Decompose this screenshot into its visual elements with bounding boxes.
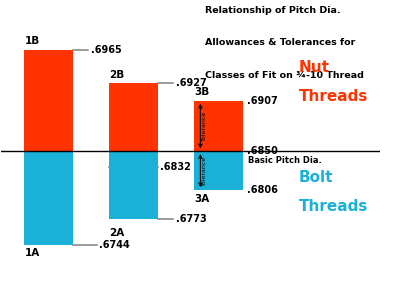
Text: Tolerance: Tolerance <box>202 156 207 186</box>
Text: .6907: .6907 <box>247 96 278 106</box>
Text: 3A: 3A <box>195 193 210 204</box>
Bar <box>23 50 73 151</box>
Text: Nut: Nut <box>299 60 330 75</box>
Text: 1B: 1B <box>24 36 39 46</box>
Text: .6927: .6927 <box>176 78 207 88</box>
Text: Relationship of Pitch Dia.: Relationship of Pitch Dia. <box>205 6 341 15</box>
Text: Allowances & Tolerances for: Allowances & Tolerances for <box>205 38 356 47</box>
Text: 2A: 2A <box>109 228 125 238</box>
Bar <box>193 101 243 151</box>
Text: Tolerance: Tolerance <box>202 111 207 141</box>
Text: .6806: .6806 <box>247 185 278 195</box>
Text: .6832: .6832 <box>160 162 191 172</box>
Text: 1A: 1A <box>24 248 39 258</box>
Text: .6773: .6773 <box>176 214 207 224</box>
Text: Classes of Fit on ¾-10 Thread: Classes of Fit on ¾-10 Thread <box>205 71 364 80</box>
Text: Threads: Threads <box>299 89 369 104</box>
Text: Bolt: Bolt <box>299 170 334 185</box>
Text: .6744: .6744 <box>99 240 130 250</box>
Text: 3B: 3B <box>195 87 210 97</box>
Bar <box>109 83 158 151</box>
Text: .6965: .6965 <box>91 45 121 55</box>
Text: .6850: .6850 <box>247 146 278 156</box>
Bar <box>23 151 73 245</box>
Text: Basic Pitch Dia.: Basic Pitch Dia. <box>248 156 322 164</box>
Bar <box>109 151 158 219</box>
Text: 2B: 2B <box>109 70 125 80</box>
Bar <box>193 151 243 190</box>
Text: Threads: Threads <box>299 199 369 214</box>
